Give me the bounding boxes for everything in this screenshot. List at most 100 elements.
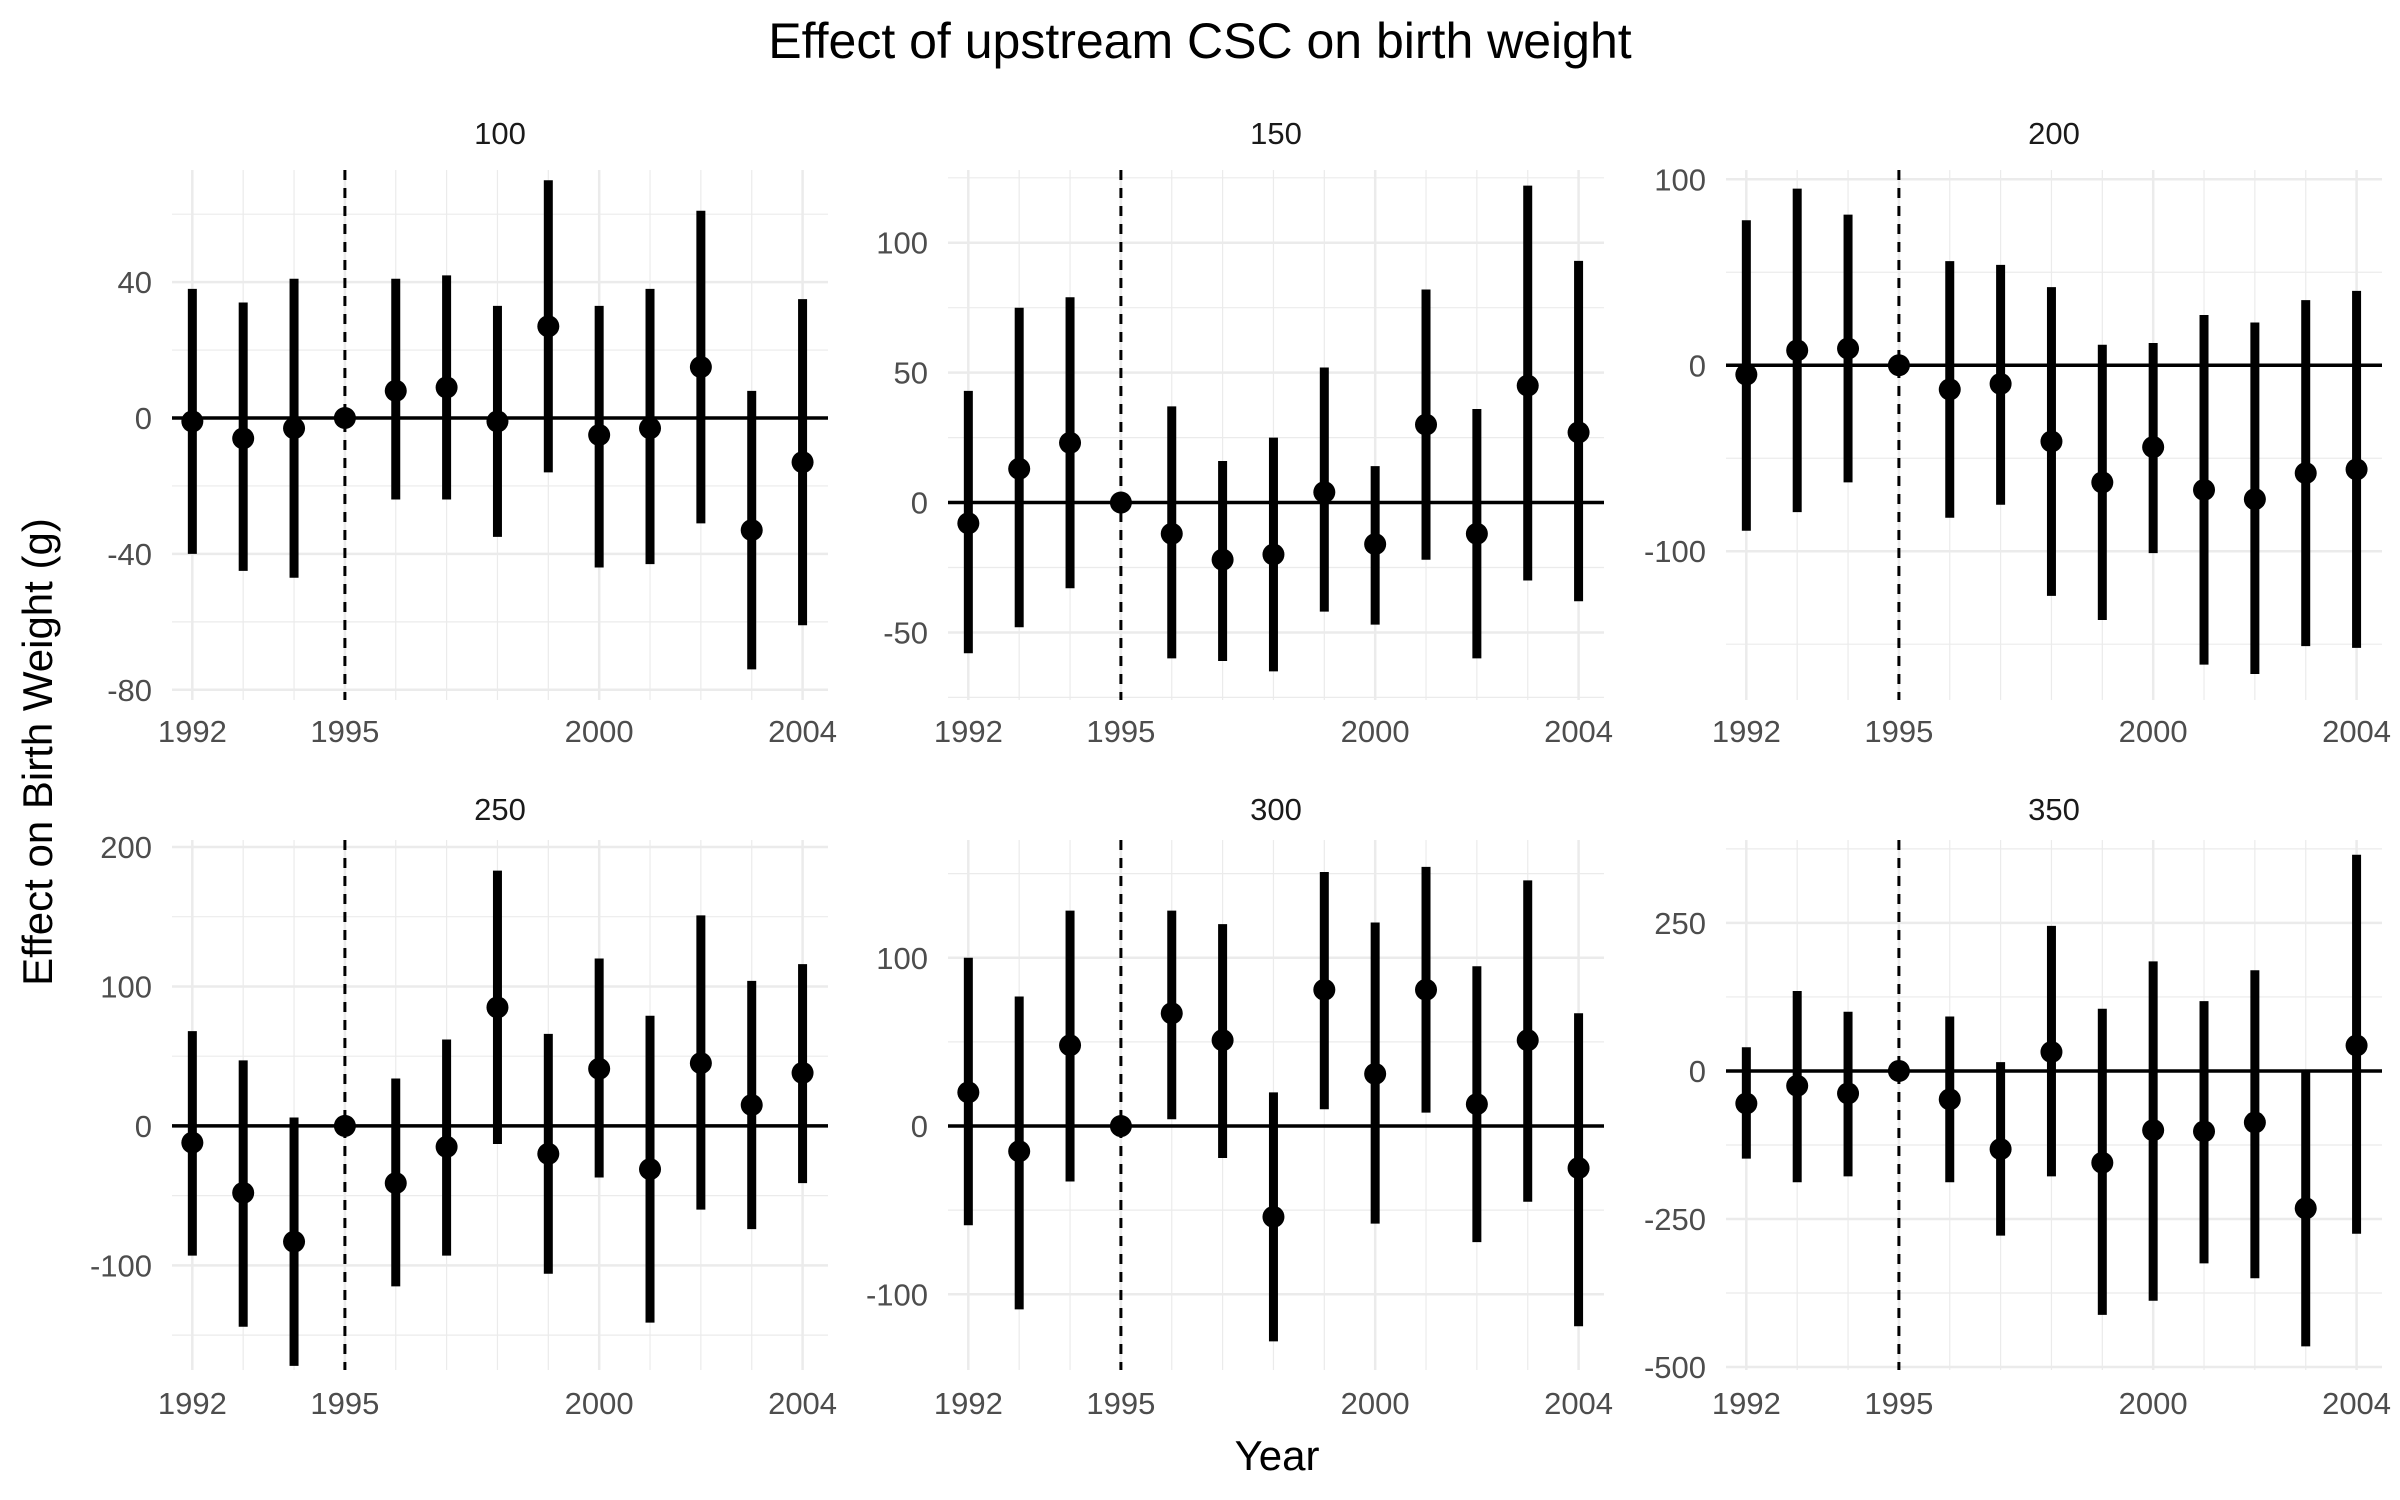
point-estimate [740,519,763,542]
x-tick-label: 1995 [310,1386,379,1421]
point-estimate [1786,339,1809,362]
x-tick-label: 2000 [565,714,634,749]
point-estimate [1262,1205,1285,1228]
y-tick-label: 100 [100,969,152,1004]
x-tick-label: 1995 [1864,1386,1933,1421]
facet-panel-150: 150 -50 0 50 100 1992 1995 2000 2004 [876,116,1613,749]
point-estimate [1415,413,1438,436]
point-estimate [1109,491,1132,514]
point-estimate [689,1052,712,1075]
point-estimate [740,1094,763,1116]
point-estimate [1735,1092,1758,1115]
point-estimate [2040,430,2063,453]
x-tick-label: 1995 [1086,1386,1155,1421]
point-estimate [1465,522,1488,545]
y-tick-label: 100 [1654,162,1706,197]
point-estimate [2294,462,2317,485]
point-estimate [2345,1034,2368,1057]
point-estimate [1887,1059,1910,1082]
panel-title: 350 [2028,792,2080,827]
point-estimate [1938,1088,1961,1111]
point-estimate [1989,372,2012,395]
panel-title: 100 [474,116,526,151]
point-estimate [957,512,980,535]
chart-title: Effect of upstream CSC on birth weight [768,13,1631,69]
point-estimate [537,315,560,338]
x-tick-label: 2004 [768,1386,837,1421]
point-estimate [435,1135,458,1158]
y-tick-label: -500 [1644,1350,1706,1385]
x-tick-label: 1992 [934,714,1003,749]
y-tick-label: 0 [1689,348,1706,383]
point-estimate [2345,458,2368,481]
y-axis-label: Effect on Birth Weight (g) [14,518,61,986]
x-tick-label: 1992 [934,1386,1003,1421]
point-estimate [639,1158,662,1181]
y-tick-label: 200 [100,830,152,865]
point-estimate [232,1181,255,1204]
point-estimate [333,1114,356,1137]
point-estimate [486,410,509,433]
point-estimate [1837,1082,1860,1105]
point-estimate [1938,378,1961,401]
point-estimate [1516,1029,1539,1052]
y-tick-label: -50 [883,615,928,650]
y-tick-label: -100 [90,1248,152,1283]
panel-title: 250 [474,792,526,827]
y-tick-label: -100 [1644,534,1706,569]
point-estimate [283,1230,306,1253]
y-tick-label: -40 [107,537,152,572]
point-estimate [1364,1062,1387,1085]
y-tick-label: 0 [911,1109,928,1144]
point-estimate [1313,481,1336,504]
y-tick-label: 250 [1654,906,1706,941]
facet-panel-350: 350 -500 -250 0 250 1992 1995 2000 2004 [1644,792,2391,1421]
x-tick-label: 1992 [158,714,227,749]
facet-panel-250: 250 -100 0 100 200 1992 1995 2000 2004 [90,792,837,1421]
point-estimate [1059,431,1082,454]
point-estimate [2243,1111,2266,1134]
point-estimate [957,1081,980,1104]
y-tick-label: 40 [118,265,152,300]
point-estimate [1567,1157,1590,1180]
x-tick-label: 2004 [1544,714,1613,749]
point-estimate [1837,337,1860,360]
x-tick-label: 1995 [310,714,379,749]
x-tick-label: 2004 [2322,714,2391,749]
point-estimate [2091,471,2114,494]
point-estimate [2091,1151,2114,1174]
point-estimate [2142,436,2165,459]
point-estimate [1415,978,1438,1001]
point-estimate [435,376,458,399]
point-estimate [181,1131,204,1154]
x-tick-label: 1995 [1864,714,1933,749]
point-estimate [1160,522,1183,545]
point-estimate [1786,1074,1809,1097]
y-tick-label: 0 [1689,1054,1706,1089]
x-tick-label: 2004 [2322,1386,2391,1421]
point-estimate [486,996,509,1019]
point-estimate [1567,421,1590,444]
point-estimate [1008,457,1031,480]
y-tick-label: 100 [876,941,928,976]
x-tick-label: 1992 [1712,1386,1781,1421]
x-tick-label: 2000 [1341,714,1410,749]
point-estimate [384,379,407,402]
point-estimate [689,356,712,379]
point-estimate [1989,1138,2012,1161]
point-estimate [1735,363,1758,386]
point-estimate [791,451,814,474]
point-estimate [537,1142,560,1165]
point-estimate [791,1061,814,1084]
point-estimate [2193,1120,2216,1143]
x-tick-label: 2004 [768,714,837,749]
point-estimate [232,427,255,450]
x-tick-label: 2000 [2119,1386,2188,1421]
y-tick-label: 50 [894,356,928,391]
point-estimate [333,407,356,430]
x-tick-label: 2000 [565,1386,634,1421]
facet-panel-100: 100 -80 -40 0 40 1992 1995 2000 2004 [107,116,837,749]
point-estimate [2294,1197,2317,1220]
